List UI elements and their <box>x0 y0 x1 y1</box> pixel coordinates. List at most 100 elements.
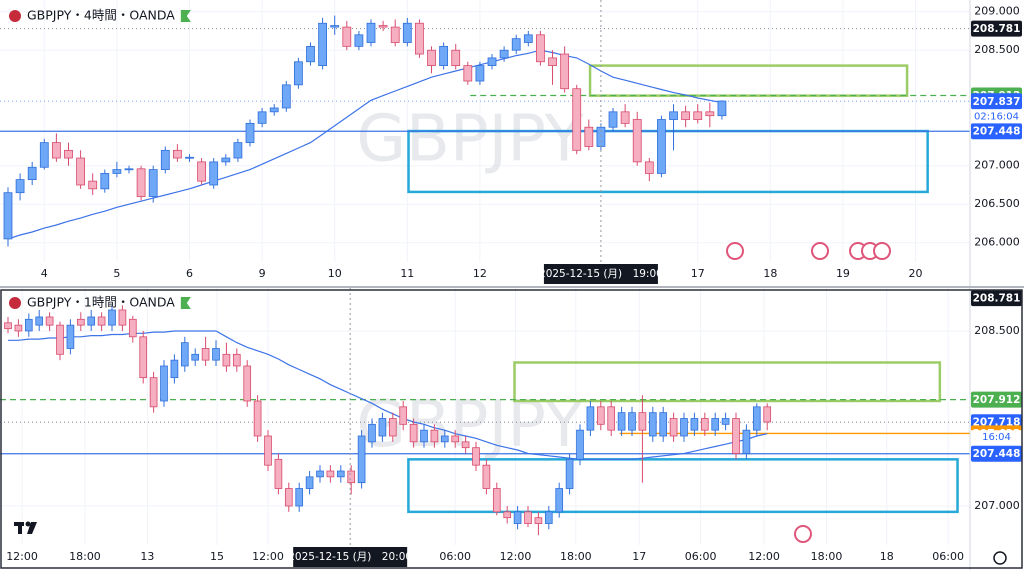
watermark: GBPJPY <box>356 103 584 177</box>
zone-box <box>588 64 909 97</box>
candle-body <box>342 26 352 47</box>
candle-body <box>221 157 231 163</box>
candle-body <box>149 377 158 408</box>
x-tick-label: 10 <box>328 267 342 280</box>
candle-body <box>499 49 509 59</box>
candle-body <box>27 166 37 180</box>
candle-body <box>160 149 170 170</box>
candle-body <box>430 429 439 443</box>
candle-body <box>3 192 13 240</box>
candle-body <box>368 423 376 443</box>
event-icon[interactable] <box>873 242 891 260</box>
countdown: 16:04 <box>982 432 1011 443</box>
x-tick-label: 12:00 <box>252 550 284 563</box>
candle-body <box>264 435 272 466</box>
candle-body <box>305 476 314 489</box>
candle-body <box>284 488 293 507</box>
candle-body <box>336 470 345 478</box>
candle-body <box>112 169 122 174</box>
countdown-bg <box>971 109 1022 124</box>
crosshair-label-bg <box>293 547 408 567</box>
candle-body <box>185 156 194 159</box>
chart-title: GBPJPY・1時間・OANDA <box>27 295 175 310</box>
candle-body <box>390 26 400 43</box>
x-tick-label: 19 <box>836 267 850 280</box>
candle-body <box>128 318 137 338</box>
price-label-bg <box>971 93 1022 110</box>
x-tick-label: 12:00 <box>500 550 532 563</box>
price-label-bg <box>971 391 1022 408</box>
candle-body <box>222 353 231 367</box>
candle-body <box>536 34 545 63</box>
candle-body <box>461 441 470 449</box>
x-tick-label: 06:00 <box>932 550 964 563</box>
x-tick-label: 13 <box>140 550 154 563</box>
candle-body <box>243 365 252 402</box>
candle-body <box>705 111 715 117</box>
candle-body <box>648 412 657 437</box>
candle-body <box>326 470 335 478</box>
event-icon[interactable] <box>794 525 812 543</box>
candle-body <box>76 318 85 326</box>
candle-body <box>482 464 491 489</box>
candle-body <box>76 157 85 186</box>
candle-body <box>148 169 158 197</box>
settings-icon[interactable] <box>993 551 1007 565</box>
chart-title: GBPJPY・4時間・OANDA <box>27 8 175 23</box>
candle-body <box>711 418 720 431</box>
candle-body <box>118 309 127 326</box>
candle-body <box>24 318 33 332</box>
candle-body <box>209 161 219 186</box>
x-tick-label: 12:00 <box>748 550 780 563</box>
candle-body <box>565 458 574 489</box>
event-icon[interactable] <box>726 242 744 260</box>
candle-body <box>439 45 449 67</box>
candle-body <box>700 418 709 431</box>
candle-body <box>100 173 110 190</box>
candle-body <box>97 316 106 326</box>
x-tick-label: 12:00 <box>6 550 38 563</box>
event-icon[interactable] <box>811 242 829 260</box>
candle-body <box>295 488 304 507</box>
candle-body <box>669 111 678 120</box>
price-label-bg <box>971 20 1022 37</box>
candle-body <box>399 406 408 425</box>
candle-body <box>475 65 485 82</box>
candle-body <box>245 122 255 144</box>
candle-body <box>451 49 461 67</box>
candle-body <box>232 353 241 367</box>
candle-body <box>555 488 564 513</box>
x-tick-label: 12 <box>473 267 487 280</box>
candle-body <box>681 111 691 120</box>
candle-body <box>632 119 642 163</box>
active-panel-frame <box>0 289 1023 569</box>
candle-body <box>463 65 473 82</box>
candle-body <box>87 316 96 326</box>
y-tick-label: 206.500 <box>974 197 1020 210</box>
symbol-logo <box>9 10 21 22</box>
countdown-bg <box>971 430 1022 445</box>
candle-body <box>354 34 364 47</box>
candle-body <box>253 400 262 437</box>
candle-body <box>763 406 772 423</box>
candle-body <box>66 324 75 349</box>
candle-body <box>415 22 424 55</box>
status-flag <box>180 10 191 22</box>
x-tick-label: 18:00 <box>560 550 592 563</box>
candle-body <box>669 418 678 437</box>
candle-body <box>420 429 428 443</box>
price-label-bg <box>971 123 1022 140</box>
candle-body <box>173 149 182 159</box>
candle-body <box>492 488 501 513</box>
candle-body <box>180 342 189 367</box>
candle-body <box>378 25 388 28</box>
candle-body <box>717 100 727 117</box>
candle-body <box>14 324 23 332</box>
y-tick-label: 208.500 <box>974 43 1020 56</box>
candle-body <box>51 142 61 159</box>
symbol-logo <box>9 297 21 309</box>
event-icons <box>726 242 891 543</box>
candle-body <box>732 418 740 454</box>
